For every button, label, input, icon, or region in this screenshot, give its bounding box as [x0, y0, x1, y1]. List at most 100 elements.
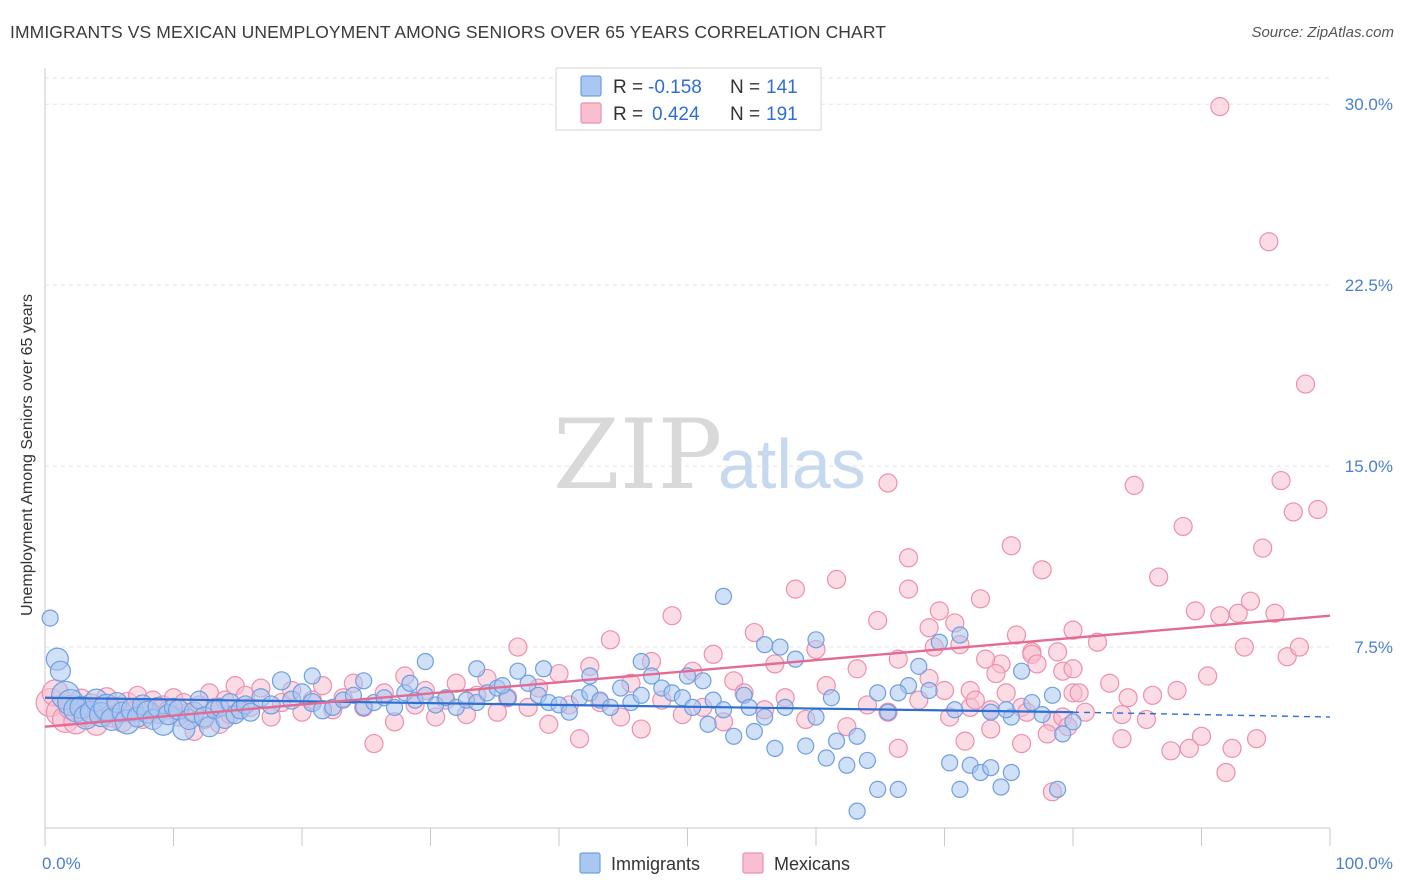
mexicans-point — [878, 473, 898, 493]
immigrants-point — [612, 679, 630, 697]
mexicans-point — [919, 618, 939, 638]
mexicans-point — [888, 649, 908, 669]
immigrants-point — [848, 727, 866, 745]
immigrants-point — [997, 701, 1015, 719]
mexicans-point — [965, 690, 985, 710]
mexicans-point — [981, 719, 1001, 739]
y-tick-labels: 7.5% 15.0% 22.5% 30.0% — [1345, 95, 1393, 657]
immigrants-point — [261, 695, 281, 715]
watermark-atlas: atlas — [718, 425, 866, 503]
mexicans-point — [847, 659, 867, 679]
immigrants-point — [827, 732, 846, 750]
immigrants-point — [1064, 713, 1082, 731]
watermark-zip: ZIP — [553, 399, 722, 511]
mexicans-point — [508, 637, 528, 657]
immigrants-point — [1033, 706, 1051, 724]
immigrants-point — [632, 686, 650, 704]
mexicans-point — [986, 663, 1006, 684]
mexicans-point — [976, 649, 996, 669]
mexicans-point — [364, 733, 384, 754]
immigrants-point — [858, 751, 877, 770]
immigrants-point — [725, 727, 743, 745]
immigrants-point — [416, 652, 434, 671]
mexicans-point — [929, 601, 949, 621]
chart-source: Source: ZipAtlas.com — [1251, 24, 1394, 41]
immigrants-point — [271, 671, 292, 691]
immigrants-point — [694, 672, 712, 690]
immigrants-point — [869, 780, 887, 798]
mexicans-point — [1234, 637, 1254, 657]
immigrants-point — [714, 587, 733, 605]
stats-legend: R = -0.158 N = 141 R = 0.424 N = 191 — [555, 67, 822, 131]
legend-swatch-mexicans — [580, 102, 602, 124]
bottom-legend-label-mexicans: Mexicans — [774, 854, 850, 874]
immigrants-point — [1054, 725, 1072, 743]
immigrants-point — [982, 759, 1000, 777]
mexicans-point — [1289, 637, 1310, 657]
mexicans-point — [1136, 709, 1157, 730]
watermark: ZIP atlas — [553, 399, 866, 511]
bottom-legend-label-immigrants: Immigrants — [611, 854, 700, 874]
immigrants-point — [49, 660, 72, 682]
mexicans-point — [662, 606, 682, 626]
mexicans-point — [955, 731, 975, 751]
x-tick-label-max: 100.0% — [1335, 854, 1393, 873]
mexicans-point — [898, 579, 919, 599]
trend-layer — [44, 614, 1331, 728]
mexicans-point — [631, 719, 651, 739]
immigrants-point — [714, 701, 733, 719]
legend-r-value-mexicans: 0.424 — [652, 104, 700, 125]
mexicans-point — [1063, 659, 1083, 679]
mexicans-point — [1118, 688, 1138, 708]
immigrants-point — [786, 650, 805, 668]
mexicans-point — [744, 622, 764, 643]
grid-layer — [45, 77, 1330, 648]
immigrants-point — [797, 737, 815, 755]
legend-r-value-immigrants: -0.158 — [648, 77, 702, 98]
bottom-legend-swatch-immigrants — [579, 852, 601, 874]
mexicans-point — [549, 663, 569, 684]
mexicans-point — [518, 697, 538, 717]
mexicans-point — [1032, 560, 1052, 580]
mexicans-point — [1069, 683, 1089, 703]
immigrants-point — [468, 660, 486, 678]
immigrants-point — [1043, 686, 1062, 704]
immigrants-point — [951, 626, 969, 644]
immigrants-point — [822, 689, 841, 707]
mexicans-point — [1167, 680, 1187, 701]
immigrants-trend-line — [44, 696, 1074, 714]
mexicans-point — [1142, 685, 1163, 705]
mexicans-point — [1253, 538, 1273, 558]
x-tick-label-min: 0.0% — [42, 854, 81, 873]
legend-n-value-mexicans: 191 — [766, 104, 798, 125]
immigrants-point — [889, 684, 907, 702]
immigrants-point — [848, 802, 866, 820]
immigrants-point — [581, 667, 599, 685]
legend-r-label-immigrants: R = — [613, 77, 643, 98]
mexicans-point — [1191, 726, 1212, 746]
mexicans-point — [1006, 625, 1027, 645]
bottom-legend: Immigrants Mexicans — [579, 852, 850, 874]
immigrants-point — [401, 674, 419, 692]
mexicans-point — [996, 683, 1016, 703]
mexicans-point — [1295, 374, 1316, 394]
mexicans-point — [1001, 536, 1021, 556]
immigrants-point — [941, 754, 959, 772]
immigrants-point — [699, 715, 717, 733]
y-tick-label: 7.5% — [1354, 638, 1393, 657]
y-tick-label: 22.5% — [1345, 276, 1393, 295]
mexicans-point — [1265, 603, 1285, 623]
mexicans-point — [703, 644, 723, 664]
immigrants-point — [1002, 763, 1020, 782]
mexicans-point — [1259, 232, 1279, 252]
mexicans-point — [785, 579, 806, 599]
immigrants-point — [755, 708, 774, 726]
immigrants-point — [355, 672, 373, 690]
immigrants-point — [807, 631, 825, 649]
immigrants-point — [601, 698, 620, 716]
mexicans-point — [1124, 475, 1144, 495]
immigrants-point — [755, 636, 774, 654]
mexicans-point — [600, 630, 621, 650]
legend-n-label-immigrants: N = — [730, 77, 760, 98]
